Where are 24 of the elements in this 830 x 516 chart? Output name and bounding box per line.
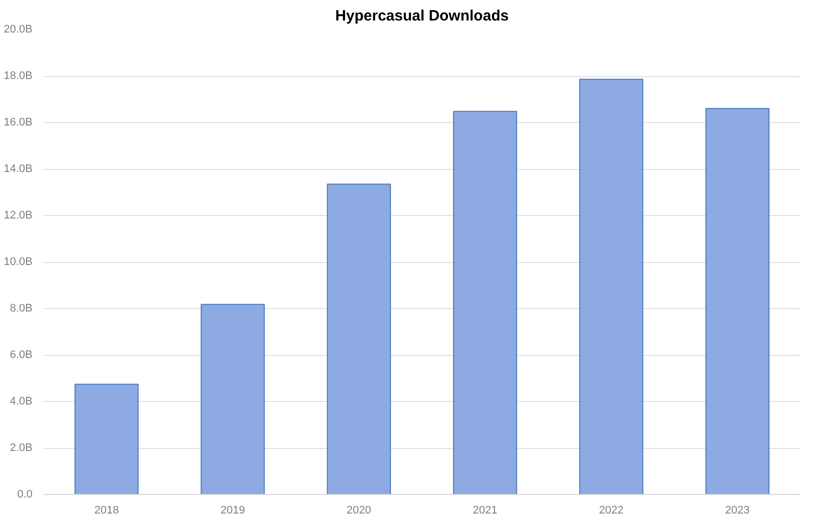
bar bbox=[200, 304, 265, 494]
bar bbox=[74, 384, 139, 494]
y-tick-label: 14.0B bbox=[4, 163, 33, 175]
chart-title: Hypercasual Downloads bbox=[335, 8, 509, 24]
bar bbox=[326, 184, 391, 494]
y-tick-label: 20.0B bbox=[4, 24, 33, 36]
x-tick-label: 2021 bbox=[472, 504, 498, 516]
y-tick-label: 16.0B bbox=[4, 116, 33, 128]
x-tick-label: 2023 bbox=[725, 504, 750, 516]
bar bbox=[705, 108, 770, 494]
y-tick-label: 6.0B bbox=[10, 349, 33, 361]
bar bbox=[453, 110, 518, 494]
x-tick-label: 2019 bbox=[220, 504, 245, 516]
y-tick-label: 8.0B bbox=[10, 302, 33, 314]
x-tick-label: 2018 bbox=[94, 504, 119, 516]
y-tick-label: 10.0B bbox=[4, 256, 33, 268]
y-tick-label: 0.0 bbox=[17, 488, 33, 500]
y-tick-label: 12.0B bbox=[4, 210, 33, 222]
y-tick-label: 4.0B bbox=[10, 396, 33, 408]
x-tick-label: 2022 bbox=[599, 504, 624, 516]
y-tick-label: 2.0B bbox=[10, 442, 33, 454]
y-tick-label: 18.0B bbox=[4, 70, 33, 82]
x-tick-label: 2020 bbox=[346, 504, 372, 516]
bar bbox=[579, 78, 644, 494]
